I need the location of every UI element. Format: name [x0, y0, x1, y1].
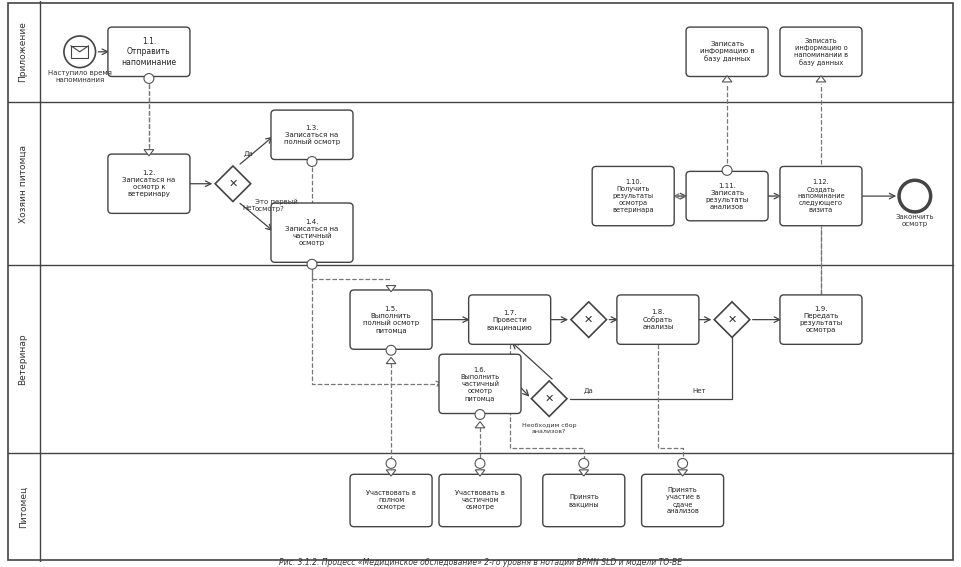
Polygon shape: [678, 470, 687, 476]
FancyBboxPatch shape: [617, 295, 699, 344]
FancyBboxPatch shape: [686, 171, 768, 221]
Text: 1.11.
Записать
результаты
анализов: 1.11. Записать результаты анализов: [705, 183, 749, 210]
Polygon shape: [215, 166, 251, 201]
FancyBboxPatch shape: [780, 167, 862, 226]
FancyBboxPatch shape: [469, 295, 551, 344]
FancyBboxPatch shape: [686, 27, 768, 77]
Text: ✕: ✕: [727, 315, 737, 325]
Circle shape: [475, 409, 485, 420]
Polygon shape: [714, 302, 750, 337]
Polygon shape: [386, 286, 396, 292]
FancyBboxPatch shape: [108, 27, 190, 77]
FancyBboxPatch shape: [350, 475, 432, 527]
Text: Приложение: Приложение: [18, 22, 28, 82]
Text: Нет: Нет: [693, 388, 706, 394]
Polygon shape: [531, 381, 567, 417]
Text: 1.6.
Выполнить
частичный
осмотр
питомца: 1.6. Выполнить частичный осмотр питомца: [460, 367, 500, 401]
FancyBboxPatch shape: [439, 354, 521, 413]
Text: 1.5.
Выполнить
полный осмотр
питомца: 1.5. Выполнить полный осмотр питомца: [363, 306, 419, 333]
Text: Это первый
осмотр?: Это первый осмотр?: [255, 198, 297, 212]
Circle shape: [579, 459, 589, 468]
FancyBboxPatch shape: [350, 290, 432, 349]
FancyBboxPatch shape: [439, 475, 521, 527]
Polygon shape: [816, 76, 825, 82]
Text: Участвовать в
полном
осмотре: Участвовать в полном осмотре: [366, 490, 416, 510]
Text: Принять
участие в
сдаче
анализов: Принять участие в сдаче анализов: [666, 487, 700, 514]
Polygon shape: [475, 422, 485, 428]
Text: 1.3.
Записаться на
полный осмотр: 1.3. Записаться на полный осмотр: [283, 125, 340, 145]
Circle shape: [144, 74, 154, 83]
Text: Необходим сбор
анализов?: Необходим сбор анализов?: [522, 424, 577, 434]
Text: Нет: Нет: [242, 205, 256, 211]
FancyBboxPatch shape: [543, 475, 625, 527]
Text: Ветеринар: Ветеринар: [18, 333, 28, 385]
Circle shape: [308, 259, 317, 269]
Text: Записать
информацию о
напоминании в
базу данных: Записать информацию о напоминании в базу…: [794, 38, 848, 66]
Circle shape: [386, 459, 396, 468]
Text: ✕: ✕: [545, 393, 554, 404]
Text: ✕: ✕: [229, 179, 237, 189]
Circle shape: [386, 345, 396, 355]
Circle shape: [308, 156, 317, 167]
Text: Участвовать в
частичном
osмотре: Участвовать в частичном osмотре: [456, 490, 505, 510]
Text: Хозяин питомца: Хозяин питомца: [18, 145, 28, 223]
Text: 1.12.
Создать
напоминание
следующего
визита: 1.12. Создать напоминание следующего виз…: [797, 179, 845, 213]
Text: Рис. 3.1.2. Процесс «Медицинское обследование» 2-го уровня в нотации BPMN SLD и : Рис. 3.1.2. Процесс «Медицинское обследо…: [279, 558, 682, 566]
Text: 1.4.
Записаться на
частичный
осмотр: 1.4. Записаться на частичный осмотр: [285, 219, 338, 246]
Circle shape: [722, 166, 732, 175]
Circle shape: [899, 180, 930, 212]
Text: 1.9.
Передать
результаты
осмотра: 1.9. Передать результаты осмотра: [800, 306, 843, 333]
Circle shape: [64, 36, 95, 67]
FancyBboxPatch shape: [642, 475, 724, 527]
Text: 1.2.
Записаться на
осмотр к
ветеринару: 1.2. Записаться на осмотр к ветеринару: [122, 170, 176, 197]
FancyBboxPatch shape: [271, 203, 353, 263]
Text: 1.10.
Получить
результаты
осмотра
ветеринара: 1.10. Получить результаты осмотра ветери…: [612, 179, 654, 213]
Circle shape: [475, 459, 485, 468]
Polygon shape: [475, 470, 485, 476]
Polygon shape: [144, 150, 154, 156]
Polygon shape: [723, 76, 732, 82]
Text: Принять
вакцины: Принять вакцины: [569, 494, 599, 507]
Text: Записать
информацию в
базу данных: Записать информацию в базу данных: [700, 41, 754, 62]
FancyBboxPatch shape: [592, 167, 675, 226]
Text: Да: Да: [583, 388, 594, 394]
FancyBboxPatch shape: [108, 154, 190, 213]
Text: Питомец: Питомец: [18, 486, 28, 528]
Text: 1.1.
Отправить
напоминание: 1.1. Отправить напоминание: [121, 37, 177, 67]
Bar: [71, 46, 88, 58]
Text: 1.7.
Провести
вакцинацию: 1.7. Провести вакцинацию: [487, 310, 532, 329]
Polygon shape: [386, 357, 396, 363]
Text: Наступило время
напоминания: Наступило время напоминания: [48, 70, 111, 83]
Text: Да: Да: [244, 150, 254, 156]
Text: Закончить
осмотр: Закончить осмотр: [896, 214, 934, 227]
Polygon shape: [386, 470, 396, 476]
Text: 1.8.
Собрать
анализы: 1.8. Собрать анализы: [642, 309, 674, 330]
Text: ✕: ✕: [584, 315, 593, 325]
FancyBboxPatch shape: [780, 27, 862, 77]
Circle shape: [678, 459, 687, 468]
Polygon shape: [579, 470, 589, 476]
FancyBboxPatch shape: [780, 295, 862, 344]
Polygon shape: [571, 302, 606, 337]
FancyBboxPatch shape: [271, 110, 353, 159]
